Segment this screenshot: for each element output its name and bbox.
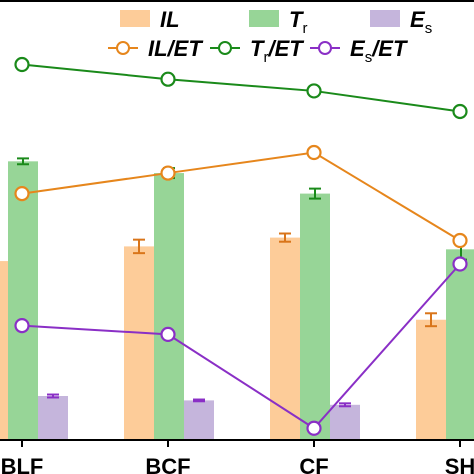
error-bar-il-cf bbox=[279, 232, 291, 243]
point-tr-et-cf bbox=[306, 83, 322, 99]
legend-item-es: Es bbox=[370, 7, 432, 37]
line-il-et bbox=[21, 151, 461, 242]
x-tick-label-sh: SH bbox=[445, 454, 474, 474]
point-il-et-cf bbox=[306, 144, 322, 161]
error-bar-tr-cf bbox=[309, 187, 321, 200]
point-il-et-bcf bbox=[160, 165, 176, 181]
bar-es-bcf bbox=[184, 400, 214, 440]
legend-label-es-et: Es/ET bbox=[350, 36, 408, 66]
x-tick-label-bcf: BCF bbox=[145, 454, 190, 474]
x-tick-label-cf: CF bbox=[299, 454, 328, 474]
bar-es-blf bbox=[38, 396, 68, 440]
bar-tr-cf bbox=[300, 193, 330, 440]
x-tick-label-blf: BLF bbox=[1, 454, 44, 474]
error-bar-es-cf bbox=[339, 402, 351, 408]
point-es-et-cf bbox=[306, 420, 322, 436]
bar-il-blf bbox=[0, 261, 8, 440]
legend-swatch-es bbox=[370, 10, 400, 27]
bar-il-cf bbox=[270, 237, 300, 440]
bar-tr-bcf bbox=[154, 173, 184, 441]
legend-item-es-et: Es/ET bbox=[310, 36, 408, 66]
error-bars-layer bbox=[17, 157, 467, 408]
legend-item-tr: Tr bbox=[249, 7, 307, 37]
bar-il-bcf bbox=[124, 246, 154, 440]
legend-swatch-tr bbox=[249, 10, 279, 27]
point-il-et-sh bbox=[452, 232, 468, 249]
point-tr-et-blf bbox=[14, 56, 30, 73]
legend: IL Tr Es IL/ET Tr/ET Es/ET bbox=[108, 7, 432, 66]
point-tr-et-sh bbox=[452, 103, 468, 120]
bar-tr-sh bbox=[446, 249, 474, 440]
error-bar-il-sh bbox=[425, 312, 437, 328]
legend-item-il-et: IL/ET bbox=[108, 36, 203, 61]
point-es-et-blf bbox=[14, 318, 30, 334]
line-es-et bbox=[21, 263, 461, 430]
legend-label-tr-et: Tr/ET bbox=[250, 36, 304, 66]
bar-es-cf bbox=[330, 404, 360, 440]
line-tr-et bbox=[21, 63, 461, 113]
point-tr-et-bcf bbox=[160, 71, 176, 87]
legend-marker-il-et bbox=[116, 41, 130, 55]
legend-swatch-il bbox=[120, 10, 150, 27]
point-es-et-sh bbox=[452, 256, 468, 272]
bars-layer bbox=[0, 161, 474, 441]
error-bar-es-blf bbox=[47, 393, 59, 399]
x-ticks: BLF BCF CF SH bbox=[1, 440, 474, 474]
legend-label-es: Es bbox=[410, 7, 432, 37]
lines-layer bbox=[14, 56, 468, 436]
error-bar-tr-blf bbox=[17, 157, 29, 166]
legend-item-tr-et: Tr/ET bbox=[210, 36, 304, 66]
legend-label-tr: Tr bbox=[289, 7, 307, 37]
point-es-et-bcf bbox=[160, 326, 176, 342]
error-bar-es-bcf bbox=[193, 398, 205, 403]
legend-marker-tr-et bbox=[218, 41, 232, 55]
legend-marker-es-et bbox=[318, 41, 332, 55]
legend-item-il: IL bbox=[120, 7, 180, 32]
error-bar-il-bcf bbox=[133, 238, 145, 255]
legend-label-il-et: IL/ET bbox=[148, 36, 203, 61]
point-il-et-blf bbox=[14, 186, 30, 202]
legend-label-il: IL bbox=[160, 7, 180, 32]
bar-tr-blf bbox=[8, 161, 38, 441]
bar-il-sh bbox=[416, 319, 446, 440]
